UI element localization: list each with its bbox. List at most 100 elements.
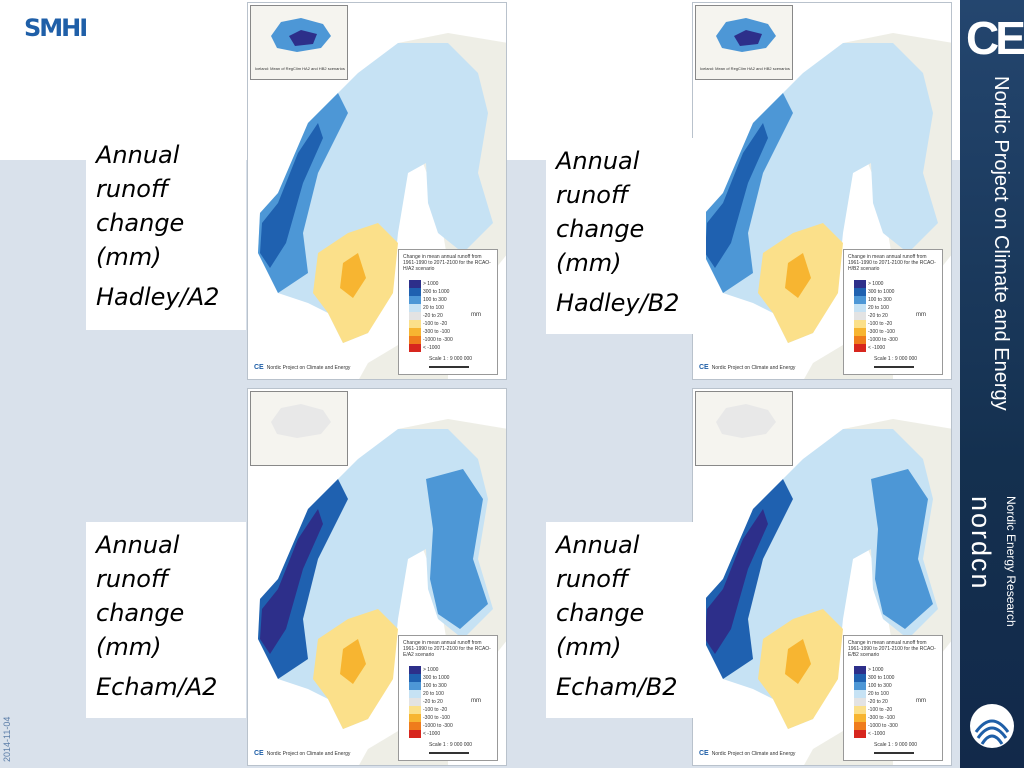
legend-label: -100 to -20 — [423, 707, 448, 713]
scale-bar — [874, 752, 914, 754]
map-panel-echam-b2: Change in mean annual runoff from 1961-1… — [692, 388, 952, 766]
legend-swatch — [409, 698, 421, 706]
inset-caption — [700, 452, 792, 468]
slide-date: 2014-11-04 — [2, 716, 12, 762]
legend-label: -1000 to -300 — [423, 337, 453, 343]
footer-text: Nordic Project on Climate and Energy — [711, 365, 796, 371]
legend-swatch — [854, 698, 866, 706]
map-hotspot — [785, 253, 811, 298]
ce-small-logo: CE — [699, 364, 709, 371]
legend-swatch — [854, 674, 866, 682]
smhi-logo: SMHI — [24, 14, 88, 42]
legend-item: -20 to 20 — [409, 312, 443, 320]
map-finland — [871, 83, 933, 243]
legend-swatch — [854, 682, 866, 690]
legend-swatch — [854, 336, 866, 344]
legend-item: 100 to 300 — [854, 682, 892, 690]
legend-label: < -1000 — [868, 345, 886, 351]
caption-line: change — [96, 599, 185, 627]
legend-item: 20 to 100 — [409, 690, 444, 698]
map-panel-hadley-b2: Iceland: Mean of RegClim HA2 and HB2 sce… — [692, 2, 952, 380]
map-panel-hadley-a2: Iceland: Mean of RegClim HA2 and HB2 sce… — [247, 2, 507, 380]
caption-line: Annual — [96, 531, 180, 559]
legend-label: 20 to 100 — [423, 305, 444, 311]
legend-label: 20 to 100 — [423, 691, 444, 697]
project-title: Nordic Project on Climate and Energy — [990, 76, 1012, 411]
legend-unit: mm — [471, 312, 481, 318]
caption-line: Annual — [556, 531, 640, 559]
legend-label: -300 to -100 — [423, 329, 450, 335]
legend-item: -100 to -20 — [854, 706, 893, 714]
legend-item: -20 to 20 — [409, 698, 443, 706]
legend-label: > 1000 — [423, 281, 439, 287]
map-coast-band — [260, 509, 323, 654]
legend-label: 300 to 1000 — [868, 675, 895, 681]
legend-label: -100 to -20 — [868, 707, 893, 713]
scandinavia-map — [693, 3, 951, 379]
legend-item: > 1000 — [409, 666, 439, 674]
iceland-map — [716, 18, 776, 52]
legend-swatch — [854, 288, 866, 296]
legend-title: Change in mean annual runoff from 1961-1… — [848, 254, 936, 272]
legend-item: 300 to 1000 — [409, 288, 449, 296]
caption-line: change — [96, 209, 185, 237]
legend-label: 300 to 1000 — [423, 675, 450, 681]
legend-swatch — [409, 288, 421, 296]
caption-echam-a2: Annual runoff change (mm) Echam/A2 — [86, 522, 246, 718]
legend-title: Change in mean annual runoff from 1961-1… — [403, 640, 491, 658]
legend-swatch — [409, 682, 421, 690]
legend-scale: Scale 1 : 9 000 000 — [874, 742, 918, 748]
map-footer: CE Nordic Project on Climate and Energy — [254, 747, 384, 761]
legend-item: -1000 to -300 — [854, 722, 898, 730]
legend-label: < -1000 — [423, 731, 441, 737]
caption-hadley-b2: Annual runoff change (mm) Hadley/B2 — [546, 138, 706, 334]
inset-caption: Iceland: Mean of RegClim HA2 and HB2 sce… — [255, 66, 345, 71]
legend-label: -1000 to -300 — [423, 723, 453, 729]
map-finland — [426, 83, 488, 243]
ce-small-logo: CE — [254, 750, 264, 757]
legend-item: 20 to 100 — [854, 304, 889, 312]
legend-item: > 1000 — [854, 666, 883, 674]
legend-item: -100 to -20 — [409, 706, 448, 714]
legend-unit: mm — [916, 698, 926, 704]
legend-label: < -1000 — [868, 731, 886, 737]
map-panel-echam-a2: Change in mean annual runoff from 1961-1… — [247, 388, 507, 766]
legend-item: -300 to -100 — [409, 328, 450, 336]
legend-swatch — [854, 296, 866, 304]
legend-item: 300 to 1000 — [409, 674, 450, 682]
caption-line: runoff — [556, 565, 629, 593]
legend-swatch — [409, 304, 421, 312]
legend-swatch — [854, 722, 866, 730]
map-hotspot — [785, 639, 811, 684]
legend-item: > 1000 — [409, 280, 439, 288]
legend-swatch — [409, 714, 421, 722]
iceland-map — [271, 404, 331, 438]
legend-label: > 1000 — [868, 281, 884, 287]
legend-label: 20 to 100 — [868, 305, 889, 311]
legend-label: -20 to 20 — [868, 699, 888, 705]
legend-item: 100 to 300 — [854, 296, 892, 304]
legend-swatch — [409, 674, 421, 682]
inset-caption — [255, 452, 347, 468]
legend-label: -1000 to -300 — [868, 337, 898, 343]
legend-item: 300 to 1000 — [854, 288, 894, 296]
legend-swatch — [854, 328, 866, 336]
legend-swatch — [409, 320, 421, 328]
map-legend: Change in mean annual runoff from 1961-1… — [398, 249, 498, 375]
caption-line: change — [556, 215, 645, 243]
legend-item: < -1000 — [854, 344, 886, 352]
legend-item: -300 to -100 — [854, 328, 895, 336]
legend-item: < -1000 — [409, 730, 441, 738]
legend-label: > 1000 — [423, 667, 439, 673]
map-coast-band — [705, 123, 768, 268]
caption-model: Hadley/B2 — [556, 289, 680, 317]
legend-item: -20 to 20 — [854, 312, 888, 320]
nordcn-logo-text: nordcn — [966, 496, 996, 591]
legend-label: < -1000 — [423, 345, 441, 351]
legend-swatch — [854, 320, 866, 328]
caption-line: (mm) — [556, 249, 622, 277]
map-finland — [871, 469, 933, 629]
iceland-inset: Iceland: Mean of RegClim HA2 and HB2 sce… — [695, 5, 793, 80]
legend-swatch — [409, 280, 421, 288]
legend-swatch — [409, 296, 421, 304]
